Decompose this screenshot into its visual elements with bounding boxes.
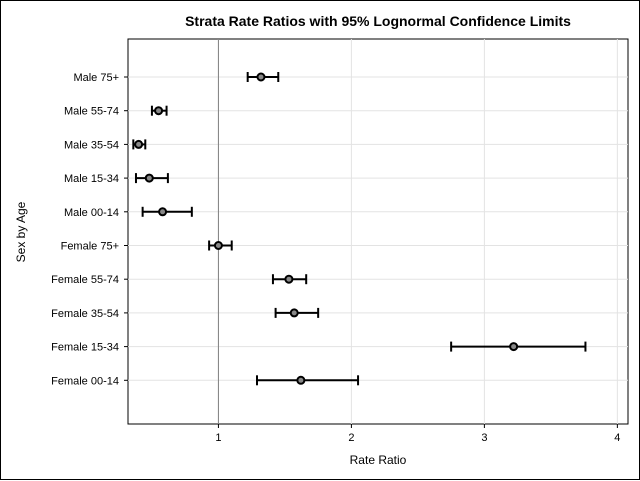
chart-title: Strata Rate Ratios with 95% Lognormal Co… [185,13,571,29]
y-axis-label: Sex by Age [14,201,28,262]
x-tick-label: 2 [348,432,354,444]
x-tick-label: 4 [614,432,620,444]
x-axis-ticks: 1 2 3 4 [215,424,620,444]
rate-ratio-point [289,308,299,318]
rate-ratio-point [158,207,168,217]
rate-ratio-point [213,241,223,250]
y-tick-label: Male 15-34 [64,173,119,185]
y-tick-label: Male 75+ [73,72,119,84]
y-tick-label: Female 55-74 [51,274,119,286]
rate-ratio-point [284,274,294,284]
x-tick-label: 3 [481,432,487,444]
rate-ratio-point [134,139,144,149]
y-tick-label: Female 35-54 [51,308,119,320]
rate-ratio-point [296,375,306,385]
y-tick-label: Female 15-34 [51,342,119,354]
y-tick-label: Female 75+ [61,241,119,253]
y-axis-ticks: Male 75+ Male 55-74 Male 35-54 Male 15-34 Ma… [51,72,128,387]
rate-ratio-point [144,173,154,183]
y-tick-label: Female 00-14 [51,375,119,387]
rate-ratio-point [256,72,266,82]
marks-layer [132,72,587,386]
y-tick-label: Male 35-54 [64,139,119,151]
y-tick-label: Male 00-14 [64,207,119,219]
x-tick-label: 1 [215,432,221,444]
rate-ratio-point [154,106,164,116]
y-tick-label: Male 55-74 [64,106,119,118]
x-axis-label: Rate Ratio [350,453,407,467]
plot-area [127,38,629,425]
rate-ratio-point [509,342,519,352]
